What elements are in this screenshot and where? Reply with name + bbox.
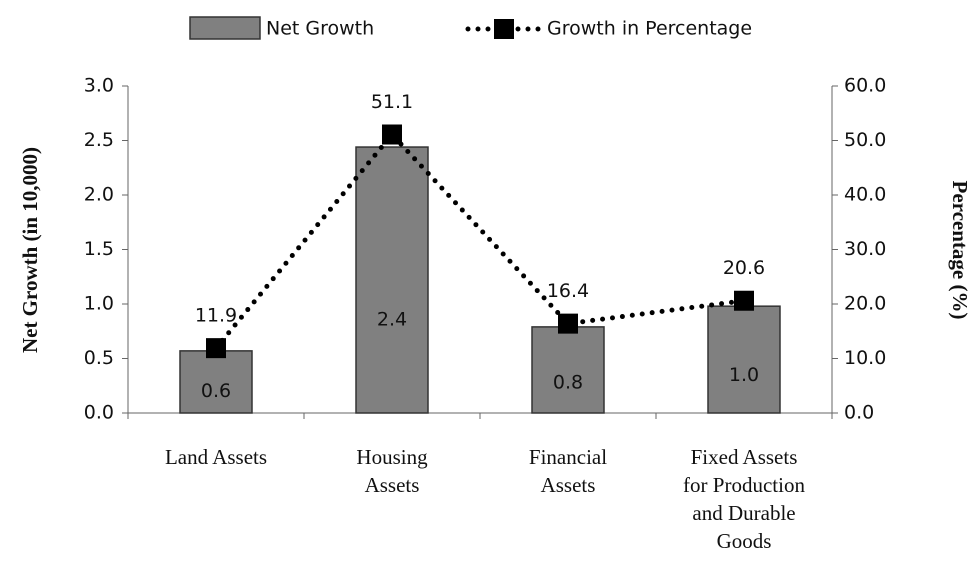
x-tick-label: Fixed Assets for Production and Durable Goo… — [683, 445, 805, 553]
line-marker — [206, 338, 226, 359]
line-value-label: 20.6 — [723, 257, 765, 279]
line-marker — [734, 290, 754, 311]
line-marker — [382, 124, 402, 145]
line-value-label: 11.9 — [195, 305, 237, 327]
bar — [531, 326, 605, 414]
y-tick-label: 1.0 — [84, 293, 114, 315]
line-marker — [558, 313, 578, 334]
y2-tick-label: 30.0 — [844, 238, 886, 260]
legend-label: Growth in Percentage — [547, 18, 752, 40]
line — [213, 130, 747, 351]
bar — [355, 146, 429, 414]
y2-tick-label: 40.0 — [844, 184, 886, 206]
y2-tick-label: 10.0 — [844, 347, 886, 369]
y-tick-label: 0.5 — [84, 347, 114, 369]
y2-tick-label: 20.0 — [844, 293, 886, 315]
y-tick-label: 1.5 — [84, 238, 114, 260]
legend-label: Net Growth — [266, 18, 374, 40]
line-value-label: 16.4 — [547, 280, 589, 302]
x-tick-label: Land Assets — [165, 445, 267, 469]
legend-swatch — [494, 19, 514, 39]
bar-value-label: 0.8 — [553, 371, 583, 393]
legend-swatch — [189, 16, 261, 40]
y2-tick-label: 0.0 — [844, 402, 874, 424]
y-tick-label: 0.0 — [84, 402, 114, 424]
bar-value-label: 1.0 — [729, 364, 759, 386]
bar-value-label: 2.4 — [377, 308, 407, 330]
x-tick-label: Housing Assets — [356, 445, 428, 497]
bar — [707, 305, 781, 414]
y-tick-label: 3.0 — [84, 75, 114, 97]
line-value-label: 51.1 — [371, 91, 413, 113]
y2-tick-label: 50.0 — [844, 129, 886, 151]
y2-tick-label: 60.0 — [844, 75, 886, 97]
y2-axis-title: Percentage (%) — [948, 181, 971, 320]
y-tick-label: 2.5 — [84, 129, 114, 151]
bar — [179, 350, 253, 414]
y-axis-title: Net Growth (in 10,000) — [18, 147, 42, 353]
y-tick-label: 2.0 — [84, 184, 114, 206]
x-tick-label: Financial Assets — [529, 445, 607, 497]
bar-value-label: 0.6 — [201, 380, 231, 402]
